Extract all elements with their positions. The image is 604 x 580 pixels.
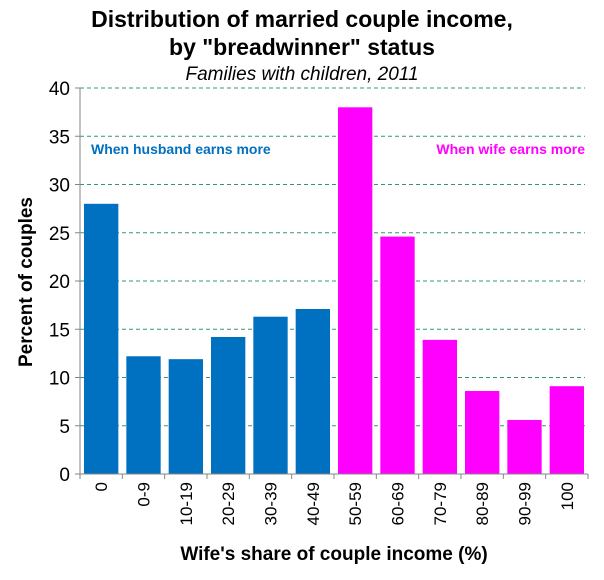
bar [422, 339, 457, 474]
x-tick-label: 30-39 [262, 482, 281, 525]
x-tick-label: 100 [558, 482, 577, 510]
y-axis-label: Percent of couples [16, 197, 37, 367]
x-tick-label: 50-59 [346, 482, 365, 525]
bar [507, 419, 542, 474]
x-tick-label: 10-19 [177, 482, 196, 525]
x-tick-label: 70-79 [431, 482, 450, 525]
x-axis-label: Wife's share of couple income (%) [180, 544, 487, 565]
y-tick-label: 10 [49, 369, 70, 390]
y-tick-label: 30 [49, 176, 70, 197]
annotation-wife: When wife earns more [436, 141, 585, 157]
annotation-husband: When husband earns more [91, 141, 271, 157]
bar [84, 203, 119, 475]
bar [211, 336, 246, 474]
x-tick-label: 80-89 [473, 482, 492, 525]
chart-title-line-1: Distribution of married couple income, [91, 6, 513, 32]
y-tick-label: 25 [49, 224, 70, 245]
x-tick-label: 0 [92, 482, 111, 491]
y-tick-label: 15 [49, 320, 70, 341]
bar [295, 308, 330, 474]
x-tick-label: 90-99 [516, 482, 535, 525]
x-tick-label: 60-69 [389, 482, 408, 525]
bar [338, 107, 373, 475]
bar [549, 386, 584, 474]
bar [253, 316, 288, 474]
chart-title-line-2: by "breadwinner" status [169, 34, 435, 60]
x-tick-label: 20-29 [219, 482, 238, 525]
y-tick-label: 20 [49, 272, 70, 293]
bar [380, 236, 415, 474]
y-tick-label: 35 [49, 127, 70, 148]
bar [126, 356, 161, 474]
y-tick-label: 5 [59, 417, 70, 438]
y-tick-label: 0 [59, 465, 70, 486]
bar [465, 391, 500, 474]
x-tick-label: 0-9 [135, 482, 154, 507]
chart-subtitle: Families with children, 2011 [185, 64, 419, 85]
x-tick-label: 40-49 [304, 482, 323, 525]
bar [168, 359, 203, 474]
y-tick-label: 40 [49, 79, 70, 100]
